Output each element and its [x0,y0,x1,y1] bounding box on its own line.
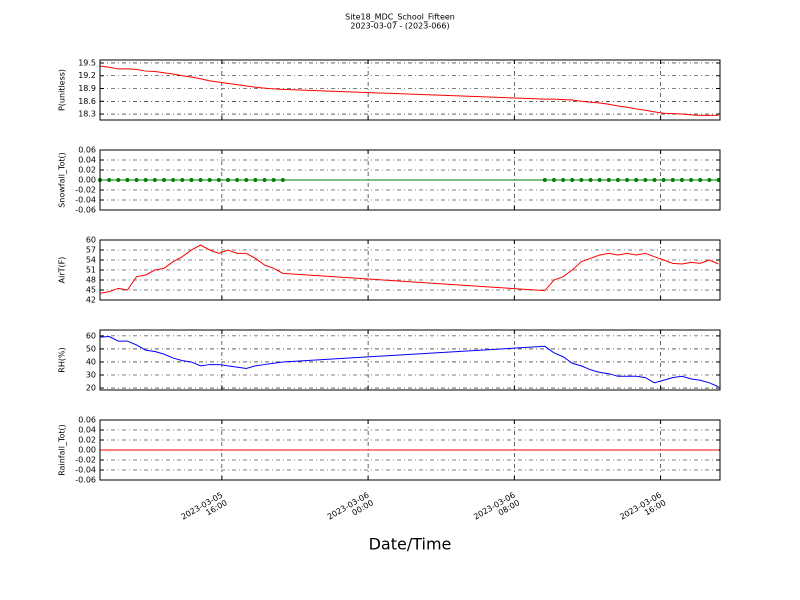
y-tick-label: -0.02 [75,456,96,465]
x-tick-label: 2023-03-0516:00 [179,490,228,529]
y-tick-label: 42 [86,296,96,305]
y-tick-label: 40 [86,357,96,366]
y-tick-label: 60 [86,236,96,245]
data-point [198,178,203,182]
y-tick-label: -0.02 [75,186,96,195]
y-tick-label: 0.00 [78,446,96,455]
plot-frame [99,329,721,391]
y-tick-label: 20 [86,384,96,393]
data-point [634,178,639,182]
data-point [625,178,630,182]
y-tick-label: 60 [86,331,96,340]
data-point [570,178,575,182]
data-point [698,178,703,182]
data-point [561,178,566,182]
y-tick-label: 0.06 [78,146,96,155]
y-tick-label: 19.5 [78,58,96,67]
data-point [207,178,212,182]
y-tick-label: 18.9 [78,84,96,93]
chart-title: Site18_MDC_School_Fifteen [345,13,455,22]
data-point [107,178,112,182]
data-point [171,178,176,182]
x-axis-label: Date/Time [369,535,452,554]
plot-frame [99,239,721,301]
y-tick-label: 19.2 [78,71,96,80]
y-tick-label: 57 [86,246,96,255]
data-line [99,65,719,116]
plot-frame [99,59,721,121]
data-point [125,178,130,182]
data-point [216,178,221,182]
data-point [244,178,249,182]
y-tick-label: 50 [86,344,96,353]
data-point [615,178,620,182]
y-tick-label: -0.06 [75,476,96,485]
data-point [679,178,684,182]
data-point [143,178,148,182]
y-tick-label: 48 [86,276,96,285]
data-point [652,178,657,182]
x-tick-label: 2023-03-0616:00 [618,490,667,529]
y-tick-label: 0.02 [78,436,96,445]
data-point [152,178,157,182]
y-tick-label: -0.04 [75,196,96,205]
data-point [606,178,611,182]
y-tick-label: 18.6 [78,97,96,106]
y-tick-label: 0.04 [78,156,96,165]
data-point [235,178,240,182]
y-tick-label: 18.3 [78,110,96,119]
y-tick-label: 45 [86,286,96,295]
y-tick-label: -0.04 [75,466,96,475]
data-point [225,178,230,182]
y-axis-label: Rainfall_Tot() [58,424,67,476]
data-point [661,178,666,182]
y-tick-label: 0.04 [78,426,96,435]
y-tick-label: 30 [86,371,96,380]
data-point [579,178,584,182]
data-point [707,178,712,182]
chart-subtitle: 2023-03-07 - (2023-066) [350,22,449,31]
data-point [551,178,556,182]
plot-frame [99,419,721,481]
data-point [643,178,648,182]
data-point [716,178,721,182]
y-tick-label: 0.06 [78,416,96,425]
data-point [189,178,194,182]
y-axis-label: P(unitless) [58,69,67,111]
data-line [99,336,719,388]
y-tick-label: -0.06 [75,206,96,215]
data-point [542,178,547,182]
x-tick-label: 2023-03-0600:00 [326,490,375,529]
y-axis-label: Snowfall_Tot() [58,152,67,208]
y-axis-label: RH(%) [58,347,67,372]
data-point [689,178,694,182]
data-line [99,244,719,294]
data-point [134,178,139,182]
y-tick-label: 54 [86,256,96,265]
data-point [280,178,285,182]
data-point [262,178,267,182]
x-tick-label: 2023-03-0608:00 [472,490,521,529]
y-tick-label: 0.00 [78,176,96,185]
plot-frame [99,149,721,211]
data-point [180,178,185,182]
data-point [253,178,258,182]
y-axis-label: AirT(F) [58,257,67,284]
data-point [161,178,166,182]
data-point [588,178,593,182]
y-tick-label: 51 [86,266,96,275]
data-point [597,178,602,182]
data-point [116,178,121,182]
data-point [670,178,675,182]
y-tick-label: 0.02 [78,166,96,175]
data-point [271,178,276,182]
